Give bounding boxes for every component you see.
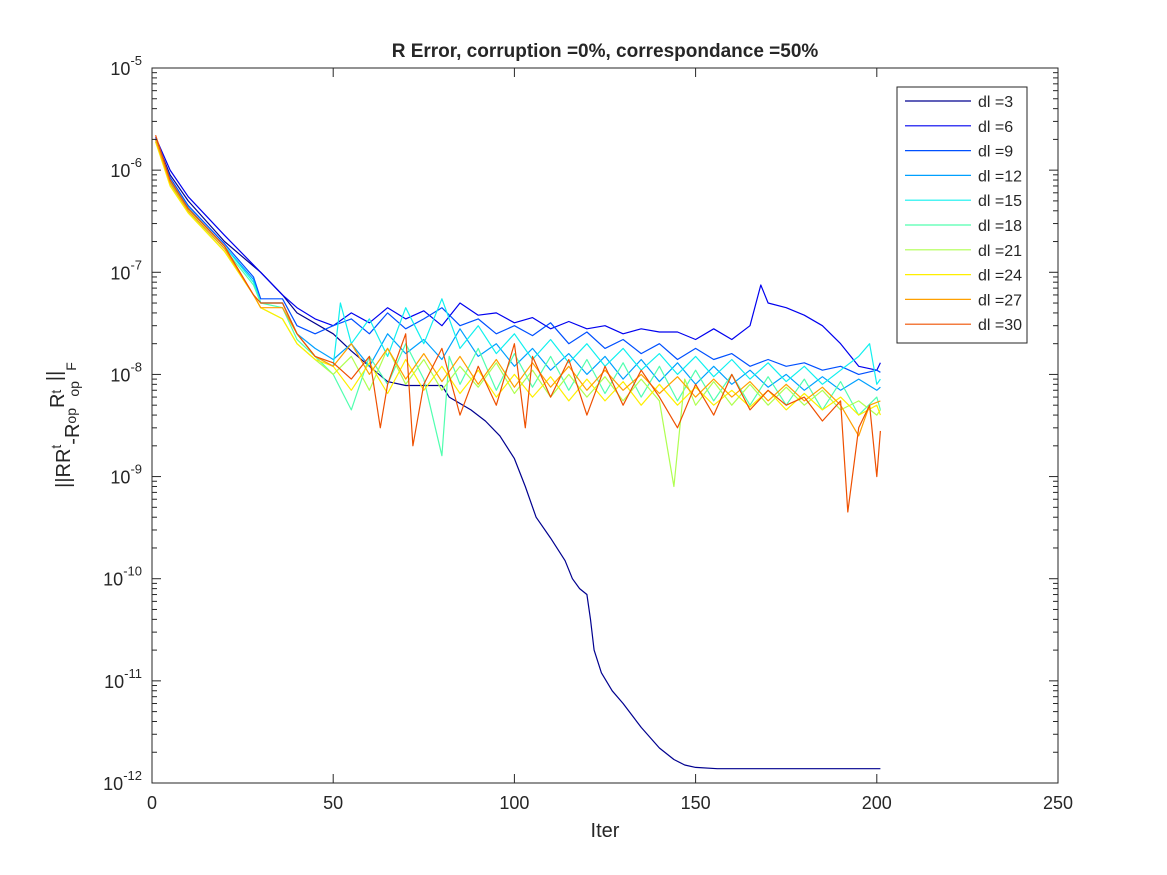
y-label-part: ||: [44, 371, 66, 381]
y-tick-base: 10: [110, 161, 130, 181]
x-tick-label: 200: [862, 793, 892, 813]
legend-box: [896, 86, 1028, 344]
y-tick-exponent: -6: [130, 155, 142, 170]
y-tick-label: 10-6: [110, 155, 142, 181]
y-label-part: t: [48, 445, 64, 449]
y-tick-base: 10: [103, 570, 123, 590]
series-line-2: [155, 136, 881, 371]
y-label-part: op: [66, 381, 82, 397]
series-line-8: [155, 141, 881, 416]
x-tick-label: 50: [323, 793, 343, 813]
y-tick-base: 10: [110, 263, 130, 283]
y-tick-base: 10: [110, 59, 130, 79]
series-layer: [155, 135, 881, 770]
legend-label: dl =24: [978, 268, 1022, 285]
y-label-part: -R: [62, 424, 84, 445]
legend-label: dl =18: [978, 218, 1022, 235]
y-tick-exponent: -5: [130, 53, 142, 68]
y-tick-base: 10: [110, 468, 130, 488]
y-tick-exponent: -11: [124, 666, 142, 681]
legend-label: dl =21: [978, 243, 1022, 260]
legend-label: dl =27: [978, 292, 1022, 309]
chart-title: R Error, corruption =0%, correspondance …: [392, 41, 819, 62]
y-tick-label: 10-10: [103, 564, 142, 590]
y-tick-label: 10-11: [104, 666, 142, 692]
legend-label: dl =3: [978, 94, 1013, 111]
legend-label: dl =12: [978, 168, 1022, 185]
y-label-part: t: [48, 390, 64, 394]
y-label-part: op: [63, 408, 79, 424]
axes-box: [151, 67, 1059, 784]
legend: dl =3 dl =6 dl =9 dl =12 dl =15 dl =18 dl =21 d…: [896, 86, 1028, 344]
series-line-1: [155, 139, 881, 770]
y-tick-base: 10: [103, 774, 123, 794]
y-label-part: R: [47, 394, 69, 408]
series-line-10: [155, 135, 881, 513]
series-line-3: [155, 139, 881, 375]
x-tick-label: 0: [147, 793, 157, 813]
x-axis: 0 50 100 150 200 250: [147, 68, 1073, 813]
legend-label: dl =30: [978, 317, 1022, 334]
y-tick-base: 10: [104, 672, 124, 692]
y-tick-exponent: -8: [130, 359, 142, 374]
y-tick-label: 10-7: [110, 257, 142, 283]
x-axis-label: Iter: [591, 820, 620, 842]
y-tick-label: 10-5: [110, 53, 142, 79]
y-tick-label: 10-8: [110, 359, 142, 385]
y-label-part: ||RR: [53, 449, 75, 488]
y-tick-label: 10-9: [110, 462, 142, 488]
y-tick-exponent: -12: [123, 768, 142, 783]
legend-label: dl =15: [978, 193, 1022, 210]
y-tick-exponent: -7: [130, 257, 142, 272]
legend-label: dl =9: [978, 144, 1013, 161]
series-line-6: [155, 141, 881, 457]
y-tick-exponent: -9: [130, 462, 142, 477]
legend-label: dl =6: [978, 119, 1013, 136]
x-tick-label: 100: [499, 793, 529, 813]
x-tick-label: 250: [1043, 793, 1073, 813]
y-tick-label: 10-12: [103, 768, 142, 794]
y-tick-base: 10: [110, 365, 130, 385]
x-tick-label: 150: [681, 793, 711, 813]
y-tick-exponent: -10: [123, 564, 142, 579]
y-label-part: F: [63, 362, 79, 371]
y-axis-label: ||RRt-RopRt op||F: [44, 362, 84, 488]
